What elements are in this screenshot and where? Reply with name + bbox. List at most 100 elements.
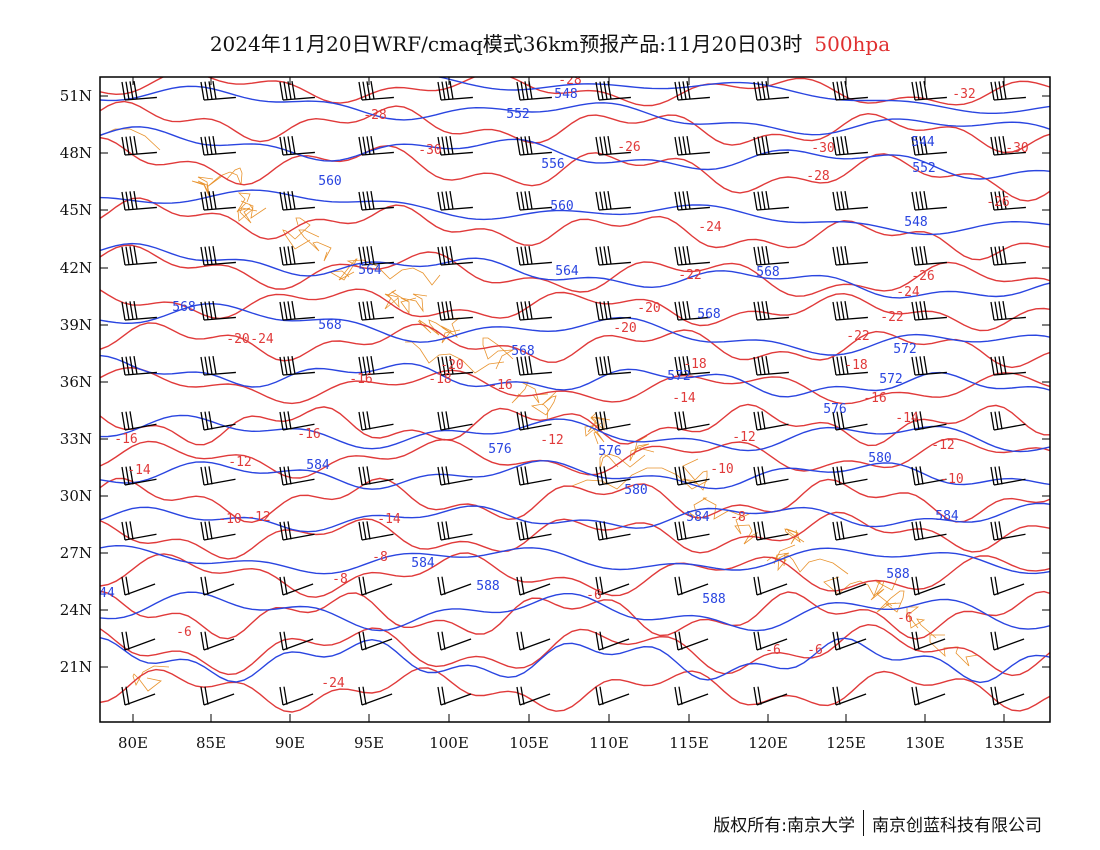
temperature-label: -6 [586,588,602,603]
wind-barb [358,190,394,211]
temperature-label: -8 [730,510,746,525]
temperature-label: -20 [440,358,463,373]
temperature-label: -12 [247,510,270,525]
height-label: 584 [411,556,435,571]
boundary-line [346,259,441,286]
boundary-line [400,293,428,315]
lon-label: 80E [118,734,148,752]
wind-barb [674,245,710,266]
title-level: 500hpa [814,32,891,56]
wind-barb [832,355,868,376]
temperature-label: -16 [114,432,137,447]
lon-label: 95E [354,734,384,752]
wind-barb [200,631,235,651]
temperature-label: -18 [844,358,867,373]
height-contour-line [100,242,1050,299]
wind-barb [911,411,947,431]
wind-barb [121,135,157,156]
lat-label: 21N [60,658,92,676]
temperature-contour-line [100,366,1050,405]
wind-barb [437,355,473,376]
boundary-line [282,217,311,250]
wind-barb [832,686,867,706]
wind-barb [437,521,473,541]
wind-barb [279,411,315,431]
wind-barb [753,521,789,541]
height-contour-line [435,77,1050,114]
height-label: 552 [912,161,935,176]
wind-barb [595,355,631,376]
wind-barb [279,631,314,651]
boundary-line [384,289,408,310]
wind-barb [595,135,631,156]
temperature-contours [100,77,1050,713]
height-label: 568 [756,265,779,280]
boundary-line [132,665,170,692]
wind-barb [674,135,710,156]
boundary-line [599,453,646,470]
wind-barb [279,190,315,211]
wind-barb [990,190,1026,211]
height-contour-line [100,302,1050,356]
wind-barb [595,521,631,541]
wind-barb [832,521,868,541]
temperature-contour-line [100,197,1050,261]
footer: 版权所有:南京大学 南京创蓝科技有限公司 [713,810,1042,836]
wind-barb [200,686,235,706]
wind-barb [911,355,947,376]
temperature-label: -14 [672,391,696,406]
height-label: 568 [172,300,195,315]
wind-barb [753,576,788,596]
wind-barb [279,521,315,541]
boundary-line [440,317,461,344]
boundary-line [100,128,161,151]
temperature-label: -30 [1005,141,1028,156]
wind-barb [832,300,868,321]
temperature-label: -32 [952,87,975,102]
temperature-contour-line [100,667,1050,713]
boundary-line [237,203,258,224]
temperature-label: -10 [218,512,241,527]
temperature-label: -28 [806,169,829,184]
wind-barb [121,411,157,431]
wind-barb [990,686,1025,706]
wind-barb [990,631,1025,651]
wind-barb [990,300,1026,321]
temperature-label: -14 [127,463,151,478]
wind-barb [200,190,236,211]
wind-barb [200,521,236,541]
wind-barb [674,466,710,486]
wind-barb [674,576,709,596]
height-label: 576 [488,442,511,457]
wind-barb [595,300,631,321]
boundary-line [629,435,655,462]
lat-label: 27N [60,544,92,562]
wind-barb [911,80,947,101]
temperature-label: -16 [297,427,320,442]
wind-barb [358,300,394,321]
wind-barb [358,355,394,376]
lat-label: 30N [60,487,92,505]
height-label: 568 [511,344,534,359]
temperature-label: -12 [931,438,954,453]
temperature-label: -12 [228,455,251,470]
temperature-contour-line [100,477,1050,524]
wind-barbs [121,80,1026,706]
temperature-label: -18 [683,357,706,372]
height-contour-line [100,460,1050,490]
wind-barb [437,576,472,596]
wind-barb [358,686,393,706]
temperature-label: -26 [986,195,1009,210]
boundary-line [682,458,708,491]
wind-barb [279,686,314,706]
wind-barb [595,411,631,431]
wind-barb [832,135,868,156]
temperature-label: -26 [617,140,640,155]
wind-barb [516,355,552,376]
wind-barb [516,686,551,706]
lon-label: 120E [748,734,788,752]
wind-barb [990,521,1026,541]
height-label: 584 [306,458,330,473]
wind-barb [121,190,157,211]
boundary-line [417,319,452,336]
